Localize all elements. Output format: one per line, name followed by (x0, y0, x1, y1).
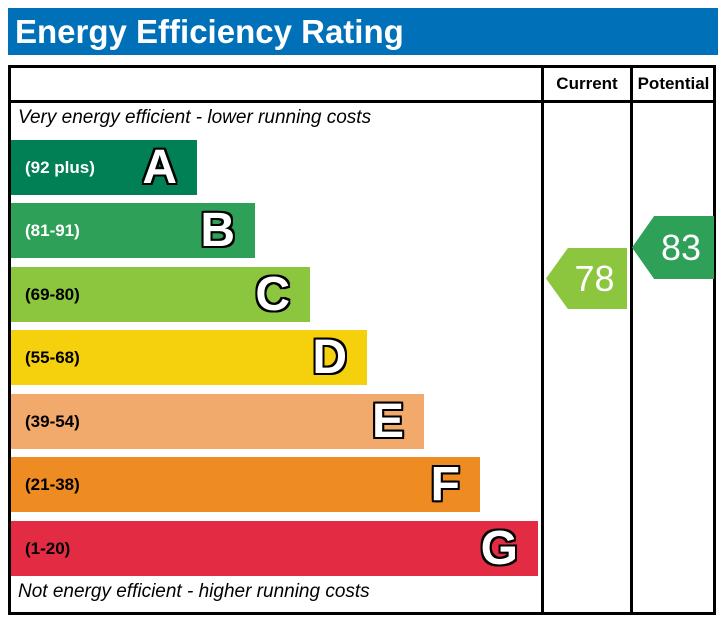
current-rating-value: 78 (574, 257, 615, 299)
potential-rating-arrow: 83 (632, 216, 714, 279)
band-row-b: (81-91) B (11, 203, 255, 258)
band-range-label: (69-80) (25, 284, 80, 304)
band-row-a: (92 plus) A (11, 140, 197, 195)
band-range-label: (39-54) (25, 411, 80, 431)
band-letter: B (200, 204, 235, 257)
current-column-divider (541, 65, 544, 615)
band-row-e: (39-54) E (11, 394, 424, 449)
potential-column-header: Potential (637, 73, 710, 93)
band-letter: D (312, 331, 347, 384)
band-range-label: (92 plus) (25, 157, 95, 177)
potential-column-divider (630, 65, 633, 615)
band-letter: G (480, 522, 518, 575)
band-range-label: (1-20) (25, 538, 71, 558)
band-range-label: (21-38) (25, 474, 80, 494)
band-row-d: (55-68) D (11, 330, 367, 385)
band-row-c: (69-80) C (11, 267, 310, 322)
page-title: Energy Efficiency Rating (15, 12, 404, 50)
top-note: Very energy efficient - lower running co… (18, 107, 372, 128)
current-column-header: Current (556, 73, 618, 93)
band-range-label: (55-68) (25, 347, 80, 367)
chart-frame (8, 65, 716, 615)
band-letter: A (142, 141, 177, 194)
title-bar: Energy Efficiency Rating (8, 8, 718, 55)
band-row-g: (1-20) G (11, 521, 538, 576)
bottom-note: Not energy efficient - higher running co… (18, 581, 370, 602)
band-letter: F (430, 458, 460, 511)
potential-rating-value: 83 (660, 226, 702, 268)
band-letter: E (371, 395, 404, 448)
header-divider-line (8, 100, 716, 103)
band-range-label: (81-91) (25, 220, 80, 240)
band-row-f: (21-38) F (11, 457, 480, 512)
band-letter: C (255, 268, 290, 321)
